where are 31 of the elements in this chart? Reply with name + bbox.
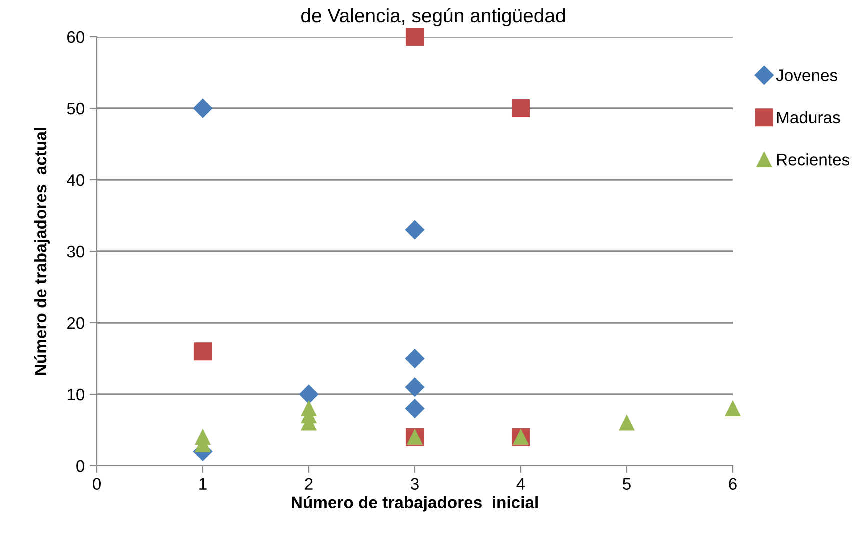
y-tick-label: 20 (67, 317, 85, 330)
point (725, 401, 741, 416)
y-tick-label: 30 (67, 246, 85, 258)
x-tick-label: 2 (305, 478, 313, 490)
y-tick-label: 10 (68, 388, 85, 401)
point (193, 98, 213, 118)
point (406, 28, 424, 46)
legend-label: Jovenes (776, 70, 838, 82)
x-tick-label: 1 (200, 478, 207, 490)
point (405, 349, 425, 368)
point (299, 384, 319, 404)
x-tick-label: 3 (411, 478, 419, 490)
legend-label: Maduras (777, 111, 840, 124)
point (194, 342, 212, 361)
x-axis-title: Número de trabajadores inicial (292, 496, 538, 512)
point (405, 399, 425, 418)
point (619, 415, 635, 431)
chart-title: de Valencia, según antigüedad (302, 8, 566, 27)
legend-label: Recientes (777, 154, 850, 166)
point (405, 378, 425, 397)
x-tick-label: 0 (93, 478, 101, 490)
y-tick-label: 50 (67, 102, 85, 115)
x-tick-label: 4 (516, 478, 526, 490)
y-axis-title: Número de trabajadores actual (34, 128, 50, 375)
x-tick-label: 6 (729, 478, 737, 490)
y-tick-label: 0 (76, 460, 85, 472)
point (405, 220, 425, 240)
x-tick-label: 5 (623, 478, 631, 490)
y-tick-label: 40 (67, 174, 85, 186)
y-tick-label: 60 (68, 31, 85, 44)
point (512, 99, 530, 118)
